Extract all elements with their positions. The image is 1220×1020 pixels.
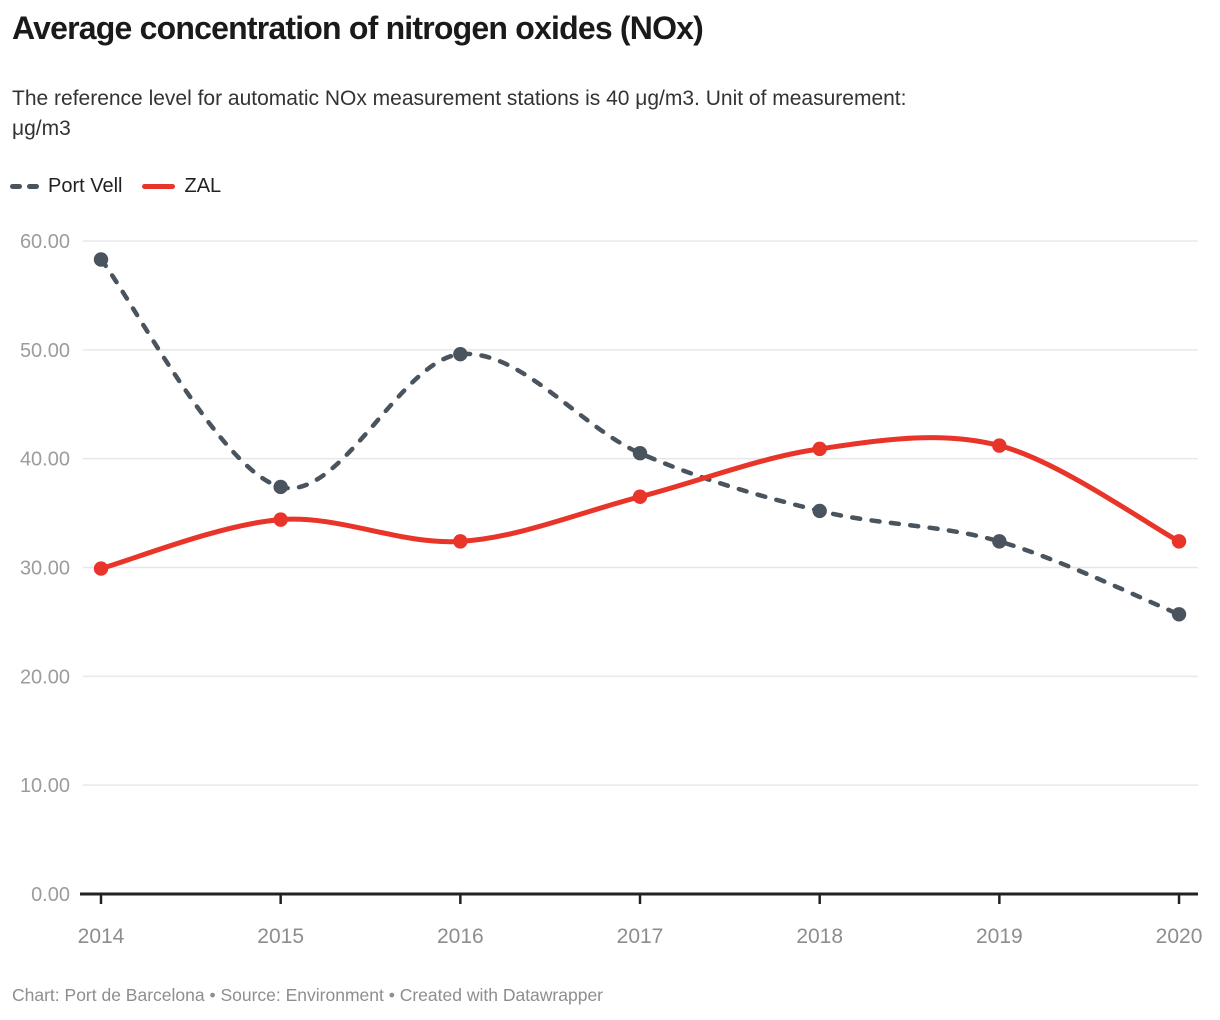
data-point-port-vell <box>1171 607 1187 622</box>
legend-label-port-vell: Port Vell <box>48 175 123 197</box>
data-point-zal <box>453 534 468 549</box>
solid-line-swatch-icon <box>142 184 176 189</box>
chart-subtitle: The reference level for automatic NOx me… <box>12 84 1217 144</box>
x-tick-label: 2018 <box>796 925 843 948</box>
y-tick-label: 0.00 <box>31 884 70 906</box>
chart-title: Average concentration of nitrogen oxides… <box>12 10 704 46</box>
data-point-port-vell <box>93 252 109 267</box>
legend-item-zal: ZAL <box>142 175 221 198</box>
y-tick-label: 20.00 <box>20 666 70 688</box>
y-tick-label: 50.00 <box>20 340 70 362</box>
legend: Port Vell ZAL <box>10 175 221 198</box>
chart-subtitle-line1: The reference level for automatic NOx me… <box>12 87 907 110</box>
data-point-port-vell <box>992 534 1007 549</box>
chart-subtitle-line2: μg/m3 <box>12 117 71 140</box>
footer-credits: Chart: Port de Barcelona • Source: Envir… <box>12 985 604 1005</box>
chart-svg: 0.00 10.00 20.00 30.00 40.00 50.00 60.00 2014 20… <box>20 231 1203 948</box>
x-tick-label: 2014 <box>78 925 125 948</box>
x-tick-label: 2019 <box>976 925 1023 948</box>
data-point-zal <box>632 489 648 504</box>
y-tick-label: 60.00 <box>20 231 70 253</box>
data-point-zal <box>992 438 1007 453</box>
data-point-zal <box>1171 534 1187 549</box>
data-point-port-vell <box>812 503 827 519</box>
legend-item-port-vell: Port Vell <box>10 175 122 198</box>
y-tick-label: 10.00 <box>20 775 70 797</box>
y-tick-label: 40.00 <box>20 449 70 471</box>
data-point-zal <box>812 441 827 457</box>
data-point-port-vell <box>453 346 468 362</box>
x-tick-label: 2017 <box>617 925 664 948</box>
dashed-line-swatch-icon <box>10 184 39 189</box>
data-point-zal <box>93 561 109 576</box>
data-point-port-vell <box>632 446 648 461</box>
x-tick-label: 2016 <box>437 925 484 948</box>
legend-label-zal: ZAL <box>184 175 222 197</box>
x-tick-label: 2020 <box>1156 925 1203 948</box>
y-tick-label: 30.00 <box>20 558 70 580</box>
data-point-zal <box>273 512 288 527</box>
x-tick-label: 2015 <box>257 925 304 948</box>
data-point-port-vell <box>273 479 288 495</box>
series-line-port-vell <box>98 257 1182 617</box>
